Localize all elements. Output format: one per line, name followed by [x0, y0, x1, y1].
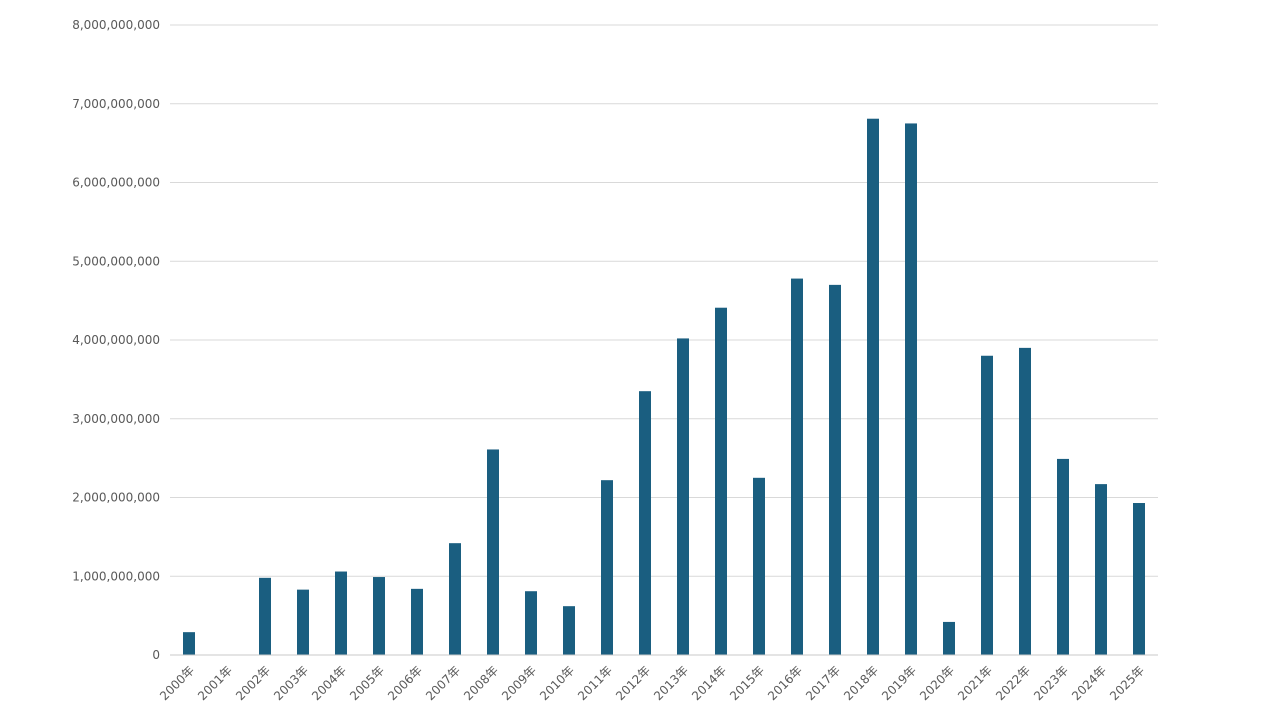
x-tick-label: 2001年 [195, 663, 235, 703]
x-tick-label: 2014年 [689, 663, 729, 703]
x-tick-label: 2003年 [271, 663, 311, 703]
x-tick-label: 2012年 [613, 663, 653, 703]
bar [753, 477, 765, 655]
x-tick-label: 2013年 [651, 663, 691, 703]
x-tick-label: 2007年 [423, 663, 463, 703]
x-tick-label: 2000年 [157, 663, 197, 703]
bar [601, 480, 613, 655]
x-tick-label: 2006年 [385, 663, 425, 703]
bar [1095, 484, 1107, 655]
bar [867, 118, 879, 655]
x-tick-label: 2002年 [233, 663, 273, 703]
x-tick-label: 2015年 [727, 663, 767, 703]
x-tick-label: 2010年 [537, 663, 577, 703]
x-tick-label: 2022年 [993, 663, 1033, 703]
x-tick-label: 2024年 [1069, 663, 1109, 703]
bar [487, 449, 499, 655]
bar [449, 543, 461, 655]
y-tick-label: 7,000,000,000 [72, 97, 160, 111]
x-tick-label: 2023年 [1031, 663, 1071, 703]
bar [1057, 458, 1069, 655]
y-tick-label: 6,000,000,000 [72, 176, 160, 190]
x-tick-label: 2005年 [347, 663, 387, 703]
x-tick-label: 2008年 [461, 663, 501, 703]
y-tick-label: 0 [152, 648, 160, 662]
bar [297, 589, 309, 655]
bar [259, 577, 271, 655]
y-tick-label: 5,000,000,000 [72, 254, 160, 268]
bar [791, 278, 803, 655]
x-tick-label: 2021年 [955, 663, 995, 703]
y-tick-label: 4,000,000,000 [72, 333, 160, 347]
y-tick-label: 8,000,000,000 [72, 18, 160, 32]
x-tick-label: 2004年 [309, 663, 349, 703]
x-tick-label: 2019年 [879, 663, 919, 703]
bar [1133, 503, 1145, 655]
x-tick-label: 2017年 [803, 663, 843, 703]
bar [639, 391, 651, 655]
x-tick-label: 2011年 [575, 663, 615, 703]
y-tick-label: 1,000,000,000 [72, 569, 160, 583]
bars [183, 118, 1145, 655]
bar [677, 338, 689, 655]
y-tick-label: 3,000,000,000 [72, 412, 160, 426]
x-tick-label: 2020年 [917, 663, 957, 703]
bar [525, 591, 537, 655]
bar [373, 577, 385, 655]
y-tick-label: 2,000,000,000 [72, 491, 160, 505]
x-tick-label: 2016年 [765, 663, 805, 703]
x-axis-tick-labels: 2000年2001年2002年2003年2004年2005年2006年2007年… [157, 663, 1147, 703]
bar [981, 355, 993, 655]
bar [183, 632, 195, 655]
x-tick-label: 2025年 [1107, 663, 1147, 703]
bar [715, 307, 727, 655]
gridlines [170, 24, 1158, 577]
bar [335, 571, 347, 655]
x-tick-label: 2018年 [841, 663, 881, 703]
x-tick-label: 2009年 [499, 663, 539, 703]
bar [411, 588, 423, 655]
bar [943, 621, 955, 655]
bar [829, 284, 841, 655]
bar [563, 606, 575, 655]
y-axis-tick-labels: 0 1,000,000,000 2,000,000,000 3,000,000,000… [72, 18, 160, 662]
bar [905, 123, 917, 655]
bar [1019, 347, 1031, 655]
